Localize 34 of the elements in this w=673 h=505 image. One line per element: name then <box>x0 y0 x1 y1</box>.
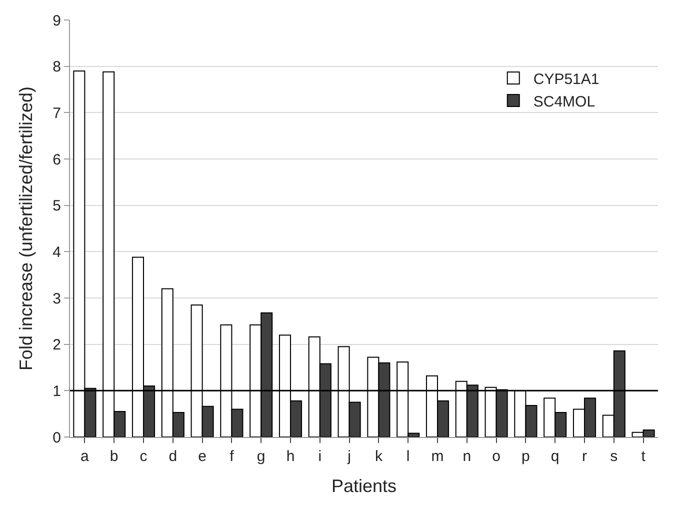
y-tick-label: 1 <box>52 382 61 400</box>
x-tick-label: n <box>462 448 472 465</box>
x-tick-label: q <box>550 448 560 465</box>
x-tick-label: a <box>80 448 90 465</box>
y-tick-label: 3 <box>52 290 61 308</box>
x-tick-label: p <box>522 448 530 465</box>
x-tick-label: f <box>230 448 235 465</box>
y-axis-title: Fold increase (unfertilized/fertilized) <box>16 86 36 371</box>
x-tick-label: i <box>318 448 322 465</box>
y-tick-label: 9 <box>52 12 61 30</box>
y-tick-label: 0 <box>52 429 61 446</box>
x-tick-label: h <box>286 448 295 465</box>
legend-label: CYP51A1 <box>533 70 600 88</box>
x-tick-label: l <box>406 448 410 465</box>
y-tick-label: 5 <box>52 198 61 215</box>
y-tick-label: 6 <box>52 151 61 168</box>
legend-label: SC4MOL <box>533 93 596 110</box>
y-tick-label: 7 <box>52 104 61 122</box>
x-tick-label: r <box>582 448 587 465</box>
x-tick-label: k <box>374 448 383 465</box>
x-tick-label: m <box>431 448 444 465</box>
x-tick-label: e <box>198 448 206 465</box>
x-tick-label: s <box>610 448 618 465</box>
x-tick-label: b <box>110 448 118 465</box>
x-tick-label: c <box>140 448 148 465</box>
x-tick-label: g <box>256 448 266 465</box>
x-axis-title: Patients <box>331 476 397 496</box>
x-tick-label: d <box>168 448 178 465</box>
x-tick-label: o <box>492 448 500 465</box>
y-tick-label: 8 <box>52 58 61 76</box>
x-tick-label: j <box>346 448 351 465</box>
x-tick-label: t <box>641 448 646 465</box>
y-tick-label: 4 <box>52 244 61 261</box>
y-tick-label: 2 <box>52 336 61 354</box>
